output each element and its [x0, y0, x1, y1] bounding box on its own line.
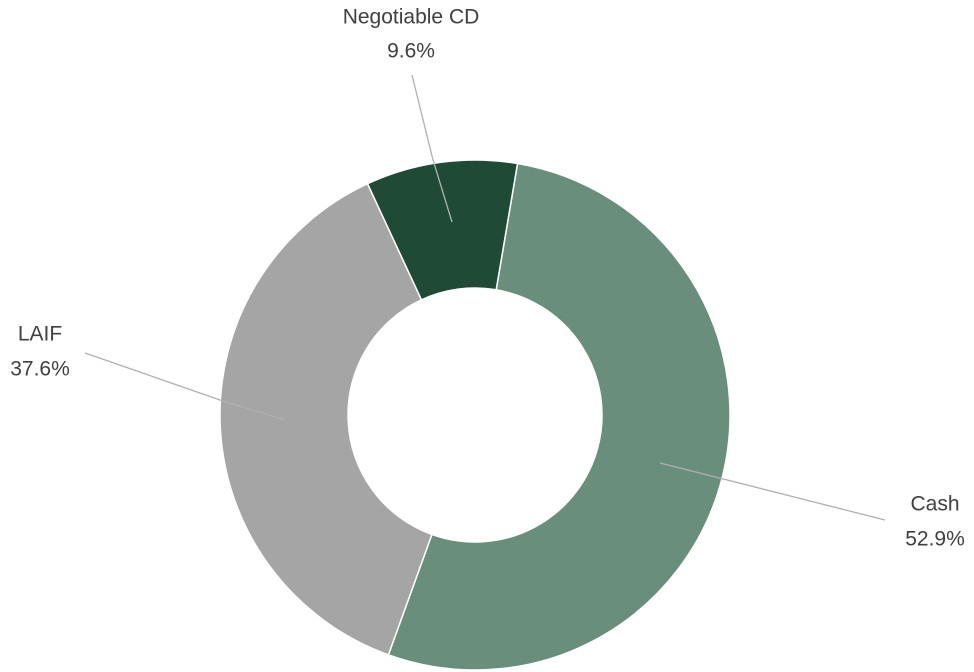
value-label: 37.6%	[10, 358, 70, 381]
category-label: Negotiable CD	[343, 6, 480, 29]
leader-line	[84, 352, 286, 421]
value-label: 52.9%	[905, 528, 965, 551]
category-label: LAIF	[18, 323, 62, 346]
donut-segment	[219, 182, 433, 656]
value-label: 9.6%	[387, 40, 435, 63]
donut-segment	[387, 162, 731, 671]
leader-line	[411, 74, 453, 223]
donut-segment	[366, 159, 519, 301]
leader-line	[659, 462, 886, 521]
category-label: Cash	[910, 493, 959, 516]
